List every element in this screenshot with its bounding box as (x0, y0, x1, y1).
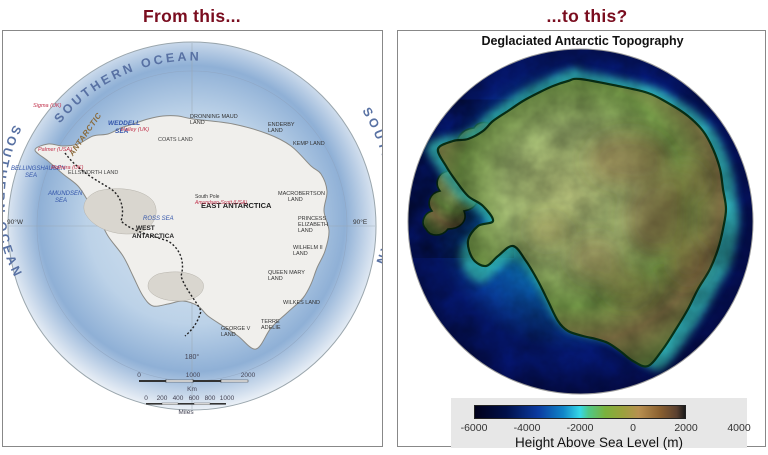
svg-text:WILKES LAND: WILKES LAND (283, 300, 320, 306)
svg-text:Sigma (UK): Sigma (UK) (33, 103, 62, 109)
svg-text:2000: 2000 (241, 372, 256, 379)
svg-text:WEST: WEST (136, 225, 155, 232)
svg-text:800: 800 (205, 395, 216, 402)
svg-text:ADELIE: ADELIE (261, 325, 281, 331)
svg-text:WEDDELL: WEDDELL (108, 120, 140, 127)
svg-text:Km: Km (187, 386, 197, 393)
svg-text:Rothera (UK): Rothera (UK) (51, 165, 84, 171)
svg-text:LAND: LAND (298, 228, 313, 234)
svg-text:South Pole: South Pole (195, 194, 220, 200)
svg-text:0: 0 (144, 395, 148, 402)
svg-text:ROSS SEA: ROSS SEA (143, 216, 174, 222)
svg-text:90°W: 90°W (7, 218, 24, 226)
svg-text:Palmer (USA): Palmer (USA) (38, 147, 72, 153)
svg-text:Amundsen-Scott (USA): Amundsen-Scott (USA) (194, 200, 247, 206)
svg-text:LAND: LAND (288, 197, 303, 203)
svg-text:Miles: Miles (178, 409, 194, 416)
svg-text:LAND: LAND (221, 332, 236, 338)
svg-text:Halley (UK): Halley (UK) (121, 127, 149, 133)
svg-text:180°: 180° (185, 353, 200, 361)
svg-text:SEA: SEA (55, 198, 67, 204)
svg-text:COATS LAND: COATS LAND (158, 137, 193, 143)
svg-text:600: 600 (189, 395, 200, 402)
svg-text:AMUNDSEN: AMUNDSEN (47, 191, 83, 197)
svg-text:SEA: SEA (25, 173, 37, 179)
svg-text:LAND: LAND (268, 276, 283, 282)
svg-text:1000: 1000 (186, 372, 201, 379)
svg-text:LAND: LAND (268, 128, 283, 134)
svg-text:0: 0 (137, 372, 141, 379)
svg-text:ANTARCTICA: ANTARCTICA (132, 233, 174, 240)
svg-text:LAND: LAND (190, 120, 205, 126)
svg-text:LAND: LAND (293, 251, 308, 257)
svg-text:400: 400 (173, 395, 184, 402)
svg-text:200: 200 (157, 395, 168, 402)
svg-text:KEMP LAND: KEMP LAND (293, 141, 325, 147)
svg-text:90°E: 90°E (353, 218, 368, 226)
svg-text:1000: 1000 (220, 395, 235, 402)
